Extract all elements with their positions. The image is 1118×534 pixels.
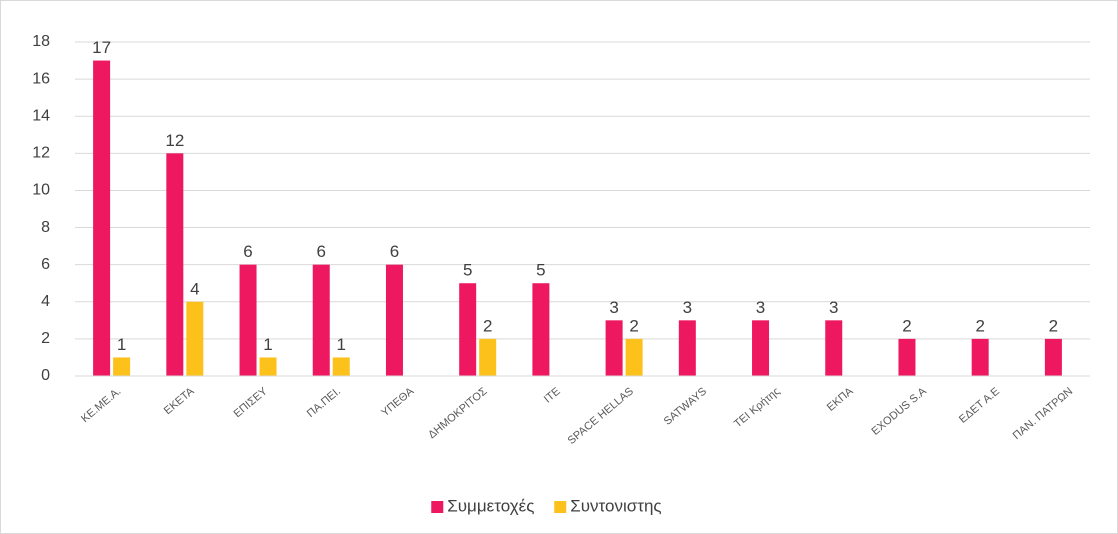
data-label: 4 <box>190 279 199 298</box>
y-tick-label: 14 <box>32 107 50 124</box>
data-label: 2 <box>902 316 911 335</box>
bar <box>678 320 696 376</box>
legend-swatch <box>554 501 567 513</box>
bar <box>166 153 184 376</box>
y-tick-label: 18 <box>32 33 50 50</box>
bar <box>1044 338 1062 376</box>
data-label: 3 <box>683 298 692 317</box>
data-label: 3 <box>829 298 838 317</box>
bar <box>93 60 111 377</box>
bar <box>825 320 843 376</box>
y-tick-label: 6 <box>41 256 50 273</box>
bar <box>239 264 257 376</box>
data-label: 3 <box>756 298 765 317</box>
bar <box>113 357 131 376</box>
bar <box>971 338 989 376</box>
bar <box>532 283 550 376</box>
data-label: 2 <box>629 316 638 335</box>
data-label: 1 <box>117 335 126 354</box>
data-label: 2 <box>975 316 984 335</box>
legend-swatch <box>431 501 444 513</box>
y-tick-label: 10 <box>32 182 50 199</box>
bar <box>312 264 330 376</box>
bar <box>186 301 204 376</box>
bar <box>459 283 477 376</box>
bar <box>385 264 403 376</box>
y-tick-label: 4 <box>41 293 50 310</box>
data-label: 6 <box>317 242 326 261</box>
data-label: 3 <box>609 298 618 317</box>
data-label: 5 <box>536 261 545 280</box>
y-tick-label: 0 <box>41 367 50 384</box>
data-label: 1 <box>263 335 272 354</box>
y-tick-label: 2 <box>41 330 50 347</box>
data-label: 5 <box>463 261 472 280</box>
data-label: 6 <box>243 242 252 261</box>
bar <box>752 320 770 376</box>
bar <box>898 338 916 376</box>
data-label: 1 <box>337 335 346 354</box>
bar <box>625 338 643 376</box>
bar <box>259 357 277 376</box>
data-label: 6 <box>390 242 399 261</box>
y-tick-label: 16 <box>32 70 50 87</box>
data-label: 17 <box>92 38 111 57</box>
bar <box>332 357 350 376</box>
bar <box>605 320 623 376</box>
data-label: 2 <box>1049 316 1058 335</box>
data-label: 2 <box>483 316 492 335</box>
data-label: 12 <box>165 131 184 150</box>
legend-label: Συντονιστης <box>570 496 661 515</box>
bar <box>479 338 497 376</box>
y-tick-label: 12 <box>32 145 50 162</box>
legend-label: Συμμετοχές <box>447 496 534 515</box>
y-tick-label: 8 <box>41 219 50 236</box>
